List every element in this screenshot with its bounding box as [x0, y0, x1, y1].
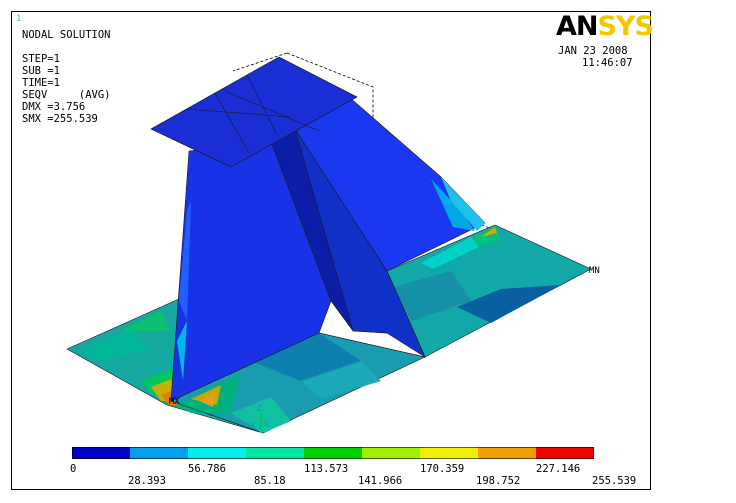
- legend-label-255539: 255.539: [592, 475, 637, 487]
- legend-label-113573: 113.573: [304, 463, 349, 475]
- result-title: NODAL SOLUTION: [22, 29, 111, 41]
- legend-swatch-8: [536, 447, 595, 459]
- graphics-viewport[interactable]: 1 ANSYS NODAL SOLUTION STEP=1 SUB =1 TIM…: [11, 11, 654, 490]
- legend-label-198752: 198.752: [476, 475, 521, 487]
- contour-legend: 0 56.786 113.573 170.359 227.146 28.393 …: [70, 447, 636, 487]
- legend-label-8518: 85.18: [254, 475, 286, 487]
- ansys-logo: ANSYS: [556, 11, 654, 42]
- svg-text:Z: Z: [257, 404, 262, 413]
- min-marker: MN: [589, 266, 600, 276]
- legend-swatch-2: [188, 447, 247, 459]
- result-seqv: SEQV (AVG): [22, 89, 111, 101]
- legend-label-227146: 227.146: [536, 463, 581, 475]
- svg-text:X: X: [264, 420, 269, 429]
- result-date: JAN 23 2008: [558, 45, 628, 57]
- legend-swatch-5: [362, 447, 421, 459]
- legend-swatch-6: [420, 447, 479, 459]
- result-time: TIME=1: [22, 77, 60, 89]
- fea-model-plot: MN MX Z Y X: [66, 52, 600, 434]
- legend-label-56786: 56.786: [188, 463, 226, 475]
- result-time-of-day: 11:46:07: [582, 57, 633, 69]
- result-step: STEP=1: [22, 53, 60, 65]
- legend-color-bar: [72, 447, 595, 459]
- result-smx: SMX =255.539: [22, 113, 98, 125]
- max-marker: MX: [169, 397, 180, 407]
- result-substep: SUB =1: [22, 65, 60, 77]
- legend-swatch-7: [478, 447, 537, 459]
- legend-swatch-1: [130, 447, 189, 459]
- legend-label-170359: 170.359: [420, 463, 465, 475]
- legend-swatch-3: [246, 447, 305, 459]
- legend-label-141966: 141.966: [358, 475, 403, 487]
- svg-text:Y: Y: [251, 421, 256, 430]
- legend-swatch-4: [304, 447, 363, 459]
- legend-label-0: 0: [70, 463, 77, 475]
- result-dmx: DMX =3.756: [22, 101, 86, 113]
- window-number: 1: [16, 14, 22, 24]
- legend-label-28393: 28.393: [128, 475, 166, 487]
- top-plate: [150, 56, 358, 168]
- axis-triad: Z Y X: [251, 404, 270, 434]
- legend-swatch-0: [72, 447, 131, 459]
